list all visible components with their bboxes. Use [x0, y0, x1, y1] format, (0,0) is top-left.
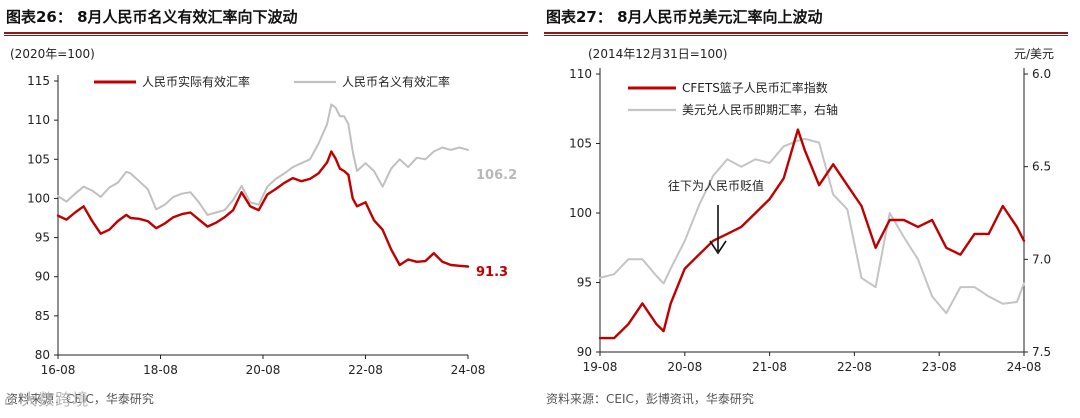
source-note: 资料来源：CEIC，华泰研究 [6, 392, 154, 406]
y-tick-label: 95 [35, 231, 50, 245]
x-tick-label: 20-08 [667, 360, 702, 374]
y-tick-label: 100 [569, 206, 592, 220]
x-tick-label: 16-08 [41, 363, 76, 377]
y2-tick-label: 6.5 [1032, 160, 1051, 174]
axes: 90 95 100 105 110 19-08 20-08 21-08 22-08 23-08 24… [569, 67, 1051, 374]
chart-title: 图表27： 8月人民币兑美元汇率向上波动 [546, 8, 823, 26]
series-lines [598, 128, 1026, 340]
chart-left: (2020年=100) 人民币实际有效汇率 人民币名义有效汇率 80 85 90 95… [10, 47, 517, 377]
y-tick-label: 90 [577, 345, 592, 359]
y-tick-label: 105 [27, 152, 50, 166]
x-tick-label: 23-08 [922, 360, 957, 374]
series-line-1 [56, 150, 470, 268]
y-tick-label: 95 [577, 276, 592, 290]
title-rule [4, 32, 528, 34]
y2-tick-label: 6.0 [1032, 67, 1051, 81]
y-tick-label: 80 [35, 348, 50, 362]
legend-label-usdcny: 美元兑人民币即期汇率，右轴 [682, 102, 838, 117]
x-tick-label: 24-08 [451, 363, 486, 377]
y-tick-label: 110 [27, 113, 50, 127]
title-rule-thin [544, 35, 1068, 36]
right-axis-label: 元/美元 [1014, 47, 1054, 61]
x-tick-label: 22-08 [348, 363, 383, 377]
end-label-nominal: 106.2 [476, 168, 517, 183]
series-line-1 [598, 128, 1026, 340]
y-tick-label: 105 [569, 137, 592, 151]
chart-right: (2014年12月31日=100) 元/美元 CFETS篮子人民币汇率指数 美元… [569, 47, 1054, 374]
y2-tick-label: 7.5 [1032, 345, 1051, 359]
series-line-2 [57, 103, 469, 216]
x-tick-label: 24-08 [1007, 360, 1042, 374]
y-tick-label: 115 [27, 74, 50, 88]
title-rule [544, 32, 1068, 34]
y-tick-label: 100 [27, 191, 50, 205]
y-tick-label: 90 [35, 270, 50, 284]
base-note: (2014年12月31日=100) [588, 47, 727, 61]
legend: CFETS篮子人民币汇率指数 美元兑人民币即期汇率，右轴 [628, 80, 838, 117]
end-label-real: 91.3 [476, 265, 508, 280]
base-note: (2020年=100) [10, 47, 95, 61]
watermark-logo: ⌂ 大数跨境 [4, 390, 90, 409]
axes: 80 85 90 95 100 105 110 115 16-08 18-08 20-08 22-08… [27, 74, 485, 377]
series-line-2 [599, 137, 1025, 315]
series-lines [56, 103, 470, 268]
title-rule-thin [4, 35, 528, 36]
x-tick-label: 19-08 [583, 360, 618, 374]
legend-label-cfets: CFETS篮子人民币汇率指数 [682, 80, 828, 95]
x-tick-label: 21-08 [752, 360, 787, 374]
legend-label-nominal: 人民币名义有效汇率 [342, 74, 450, 89]
x-tick-label: 18-08 [143, 363, 178, 377]
chart-title: 图表26： 8月人民币名义有效汇率向下波动 [6, 8, 298, 26]
y2-tick-label: 7.0 [1032, 252, 1051, 266]
legend-label-real: 人民币实际有效汇率 [142, 74, 250, 89]
watermark-text: 大数跨境 [21, 390, 90, 409]
down-arrow [709, 205, 727, 255]
y-tick-label: 110 [569, 67, 592, 81]
chart-panel-right: 图表27： 8月人民币兑美元汇率向上波动 (2014年12月31日=100) 元… [540, 0, 1080, 418]
x-tick-label: 20-08 [246, 363, 281, 377]
source-note: 资料来源：CEIC，彭博资讯，华泰研究 [546, 392, 754, 406]
y-tick-label: 85 [35, 309, 50, 323]
chart-panel-left: 图表26： 8月人民币名义有效汇率向下波动 (2020年=100) 人民币实际有… [4, 8, 528, 409]
legend: 人民币实际有效汇率 人民币名义有效汇率 [94, 74, 450, 89]
x-tick-label: 22-08 [837, 360, 872, 374]
annotation-depreciation: 往下为人民币贬值 [668, 178, 764, 193]
